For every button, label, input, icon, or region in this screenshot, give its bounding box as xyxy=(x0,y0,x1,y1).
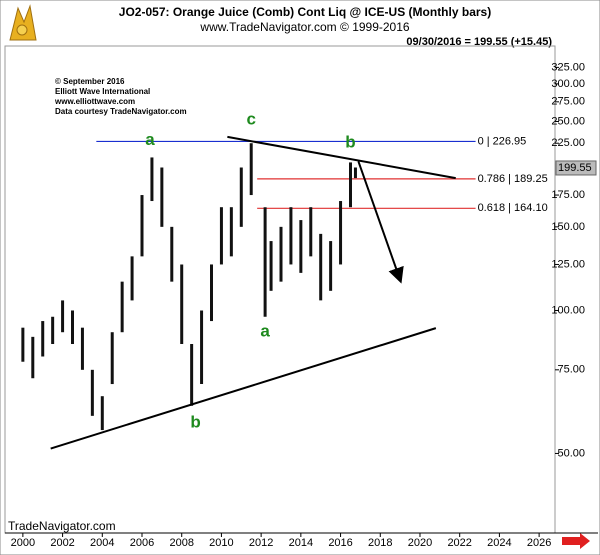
last-quote: 09/30/2016 = 199.55 (+15.45) xyxy=(406,36,552,48)
projection-arrow xyxy=(357,161,404,284)
x-tick-label: 2002 xyxy=(50,537,74,549)
y-tick-label: 275.00 xyxy=(551,96,585,108)
x-tick-label: 2026 xyxy=(527,537,551,549)
last-price-box xyxy=(555,160,597,176)
chart-subtitle: www.TradeNavigator.com © 1999-2016 xyxy=(199,20,409,34)
x-tick-label: 2020 xyxy=(408,537,432,549)
x-tick-label: 2000 xyxy=(11,537,35,549)
y-tick-label: 100.00 xyxy=(551,304,585,316)
x-tick-label: 2018 xyxy=(368,537,392,549)
logo xyxy=(9,4,37,41)
x-tick-label: 2022 xyxy=(447,537,471,549)
y-tick-label: 175.00 xyxy=(551,189,585,201)
wave-label: a xyxy=(260,322,270,341)
y-tick-label: 75.00 xyxy=(557,364,585,376)
y-tick-label: 250.00 xyxy=(551,115,585,127)
x-tick-label: 2016 xyxy=(328,537,352,549)
credit-line: Data courtesy TradeNavigator.com xyxy=(55,107,187,116)
x-tick-label: 2012 xyxy=(249,537,273,549)
chart-title: JO2-057: Orange Juice (Comb) Cont Liq @ … xyxy=(119,5,491,19)
x-tick-label: 2008 xyxy=(169,537,193,549)
wave-label: b xyxy=(190,412,200,431)
y-tick-label: 50.00 xyxy=(557,447,585,459)
credit-line: www.elliottwave.com xyxy=(54,97,135,106)
footer: TradeNavigator.com xyxy=(8,519,116,533)
bottom-arrow xyxy=(562,533,590,549)
x-tick-label: 2010 xyxy=(209,537,233,549)
y-tick-label: 225.00 xyxy=(551,137,585,149)
y-tick-label: 300.00 xyxy=(551,78,585,90)
x-tick-label: 2024 xyxy=(487,537,511,549)
fib-level-label: 0.618 | 164.10 xyxy=(478,202,548,214)
y-tick-label: 150.00 xyxy=(551,221,585,233)
trend-line xyxy=(227,135,456,180)
fib-level-label: 0.786 | 189.25 xyxy=(478,173,548,185)
y-tick-label: 325.00 xyxy=(551,61,585,73)
credit-line: © September 2016 xyxy=(55,77,125,86)
last-price-label: 199.55 xyxy=(558,162,592,174)
trend-line xyxy=(50,327,437,450)
wave-label: a xyxy=(145,130,155,149)
y-tick-label: 125.00 xyxy=(551,258,585,270)
credit-line: Elliott Wave International xyxy=(55,87,150,96)
wave-label: c xyxy=(246,109,255,128)
x-tick-label: 2014 xyxy=(289,537,313,549)
x-tick-label: 2006 xyxy=(130,537,154,549)
fib-level-label: 0 | 226.95 xyxy=(478,135,527,147)
wave-label: b xyxy=(345,133,355,152)
x-tick-label: 2004 xyxy=(90,537,114,549)
